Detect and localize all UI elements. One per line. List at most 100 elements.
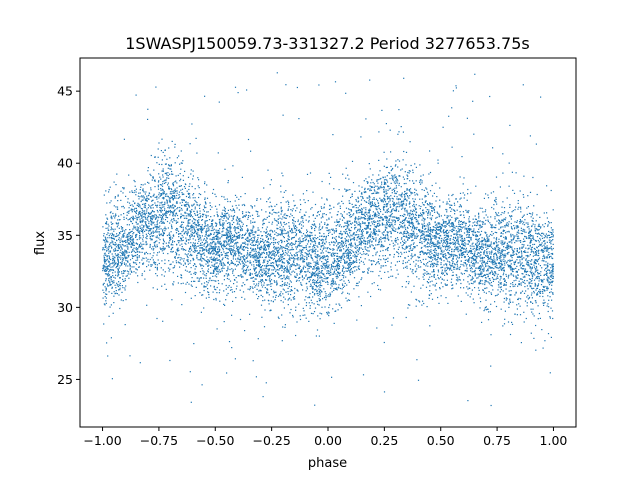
data-point (370, 206, 372, 208)
data-point (447, 236, 449, 238)
data-point (362, 261, 364, 263)
data-point (296, 251, 298, 253)
data-point (449, 242, 451, 244)
data-point (279, 275, 281, 277)
data-point (434, 206, 436, 208)
data-point (541, 245, 543, 247)
data-point (212, 253, 214, 255)
data-point (263, 231, 265, 233)
data-point (290, 238, 293, 240)
data-point (541, 280, 543, 282)
data-point (410, 235, 412, 237)
data-point (223, 214, 226, 216)
data-point (265, 249, 267, 251)
data-point (349, 220, 351, 222)
data-point (131, 257, 134, 259)
data-point (446, 217, 448, 219)
data-point (111, 240, 113, 242)
data-point (451, 274, 453, 277)
data-point (212, 238, 214, 240)
data-point (203, 249, 205, 251)
data-point (172, 267, 174, 269)
data-point (103, 291, 105, 294)
data-point (472, 263, 474, 265)
data-point (482, 265, 484, 267)
data-point (440, 241, 443, 243)
data-point (295, 309, 297, 311)
data-point (202, 248, 204, 250)
data-point (306, 258, 308, 261)
data-point (174, 256, 176, 258)
data-point (119, 287, 121, 289)
data-point (247, 215, 250, 217)
data-point (489, 283, 491, 285)
data-point (383, 194, 385, 196)
data-point (426, 209, 428, 211)
data-point (423, 263, 425, 266)
data-point (494, 252, 497, 254)
data-point (490, 224, 492, 226)
data-point (514, 261, 516, 264)
data-point (338, 225, 340, 227)
data-point (400, 194, 402, 196)
data-point (390, 195, 392, 197)
data-point (296, 263, 298, 265)
data-point (294, 242, 297, 244)
data-point (146, 208, 148, 210)
data-point (517, 231, 519, 233)
data-point (382, 249, 384, 252)
data-point (488, 245, 490, 247)
data-point (486, 239, 488, 241)
data-point (338, 303, 340, 305)
data-point (182, 239, 184, 241)
data-point (130, 239, 132, 241)
data-point (325, 247, 327, 249)
data-point (207, 262, 209, 264)
data-point (190, 253, 192, 255)
data-point (385, 203, 388, 205)
data-point (361, 209, 363, 211)
data-point (492, 243, 495, 245)
data-point (306, 256, 308, 258)
data-point (260, 304, 263, 306)
data-point (270, 238, 272, 240)
data-point (388, 276, 390, 278)
data-point (149, 229, 151, 231)
data-point (110, 226, 112, 228)
data-point (491, 234, 493, 236)
data-point (166, 217, 169, 219)
data-point (520, 298, 522, 300)
data-point (314, 289, 316, 291)
data-point (441, 272, 443, 275)
data-point (186, 203, 188, 205)
data-point (481, 269, 484, 271)
data-point (372, 245, 374, 247)
data-point (526, 226, 528, 228)
data-point (500, 268, 502, 270)
data-point (206, 281, 208, 283)
data-point (412, 255, 414, 257)
data-point (384, 201, 387, 203)
data-point (156, 205, 158, 207)
data-point (397, 251, 399, 253)
data-point (441, 249, 443, 251)
data-point (201, 229, 203, 232)
data-point (429, 281, 431, 283)
data-point (194, 251, 196, 253)
data-point (373, 214, 375, 216)
data-point (118, 289, 120, 291)
data-point (159, 209, 161, 211)
data-point (235, 258, 237, 260)
data-point (132, 217, 134, 219)
data-point (269, 197, 271, 199)
data-point (312, 291, 314, 293)
data-point (449, 254, 451, 256)
data-point (197, 252, 199, 254)
data-point (413, 210, 415, 212)
data-point (343, 259, 346, 261)
data-point (286, 265, 288, 267)
data-point (412, 222, 414, 225)
data-point (343, 275, 345, 277)
data-point (523, 238, 525, 240)
data-point (386, 203, 388, 205)
